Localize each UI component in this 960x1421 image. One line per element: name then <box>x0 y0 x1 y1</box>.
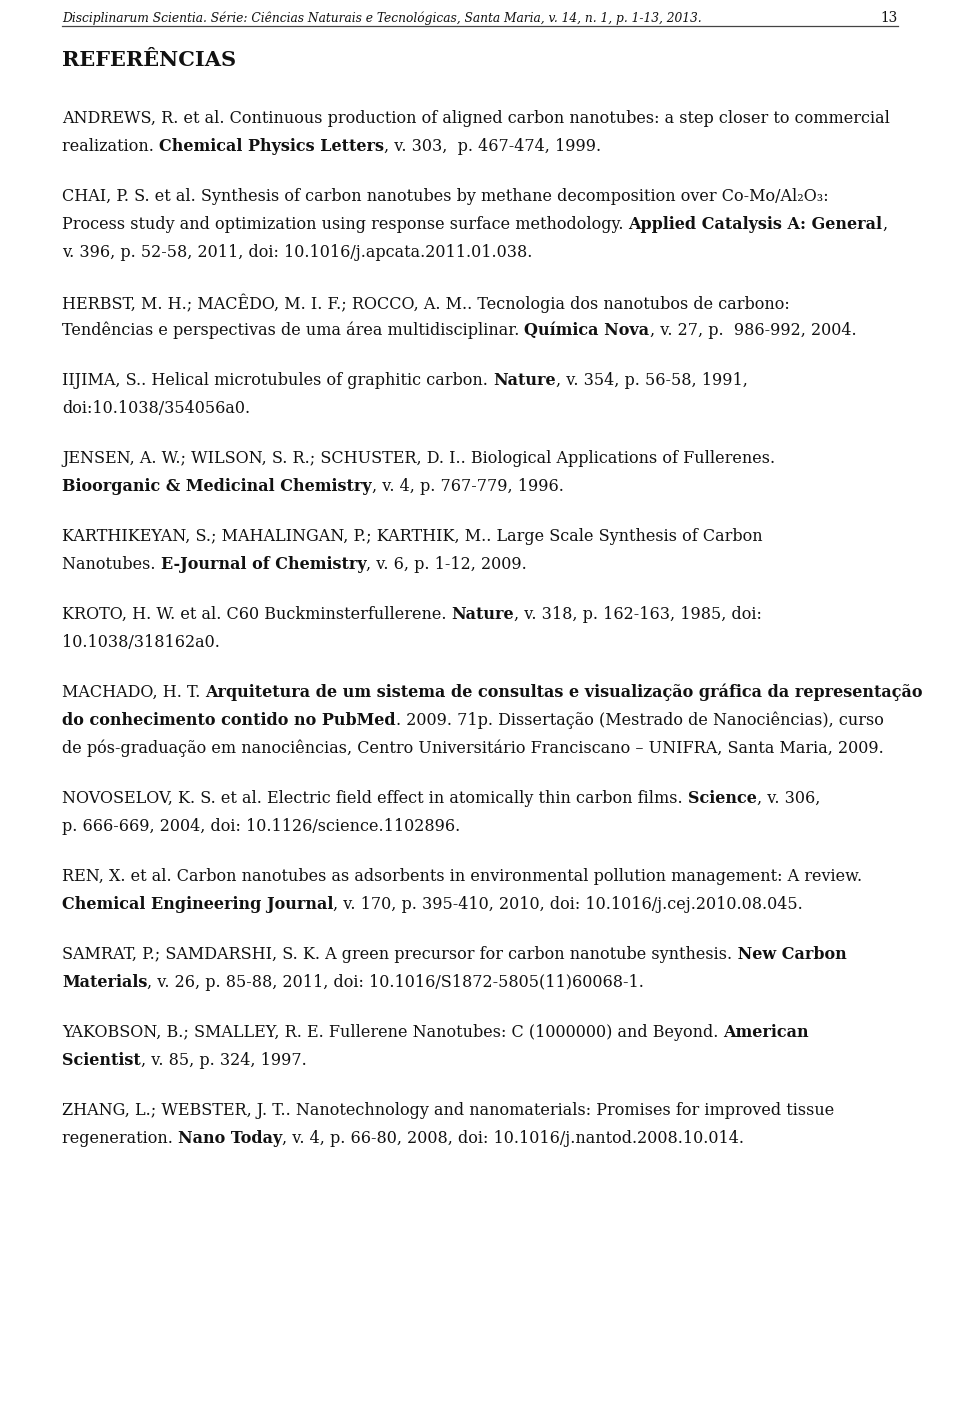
Text: 10.1038/318162a0.: 10.1038/318162a0. <box>62 634 220 651</box>
Text: , v. 26, p. 85-88, 2011, doi: 10.1016/S1872-5805(11)60068-1.: , v. 26, p. 85-88, 2011, doi: 10.1016/S1… <box>148 973 644 990</box>
Text: doi:10.1038/354056a0.: doi:10.1038/354056a0. <box>62 399 251 416</box>
Text: MACHADO, H. T.: MACHADO, H. T. <box>62 684 205 701</box>
Text: , v. 354, p. 56-58, 1991,: , v. 354, p. 56-58, 1991, <box>556 372 748 389</box>
Text: do conhecimento contido no PubMed: do conhecimento contido no PubMed <box>62 712 396 729</box>
Text: , v. 85, p. 324, 1997.: , v. 85, p. 324, 1997. <box>141 1052 306 1069</box>
Text: , v. 27, p.  986-992, 2004.: , v. 27, p. 986-992, 2004. <box>650 323 856 340</box>
Text: ANDREWS, R. et al. Continuous production of aligned carbon nanotubes: a step clo: ANDREWS, R. et al. Continuous production… <box>62 109 890 126</box>
Text: 13: 13 <box>880 11 898 26</box>
Text: . 2009. 71p. Dissertação (Mestrado de Nanociências), curso: . 2009. 71p. Dissertação (Mestrado de Na… <box>396 712 883 729</box>
Text: p. 666-669, 2004, doi: 10.1126/science.1102896.: p. 666-669, 2004, doi: 10.1126/science.1… <box>62 818 460 836</box>
Text: YAKOBSON, B.; SMALLEY, R. E. Fullerene Nanotubes: C (1000000) and Beyond.: YAKOBSON, B.; SMALLEY, R. E. Fullerene N… <box>62 1025 724 1042</box>
Text: Process study and optimization using response surface methodology.: Process study and optimization using res… <box>62 216 629 233</box>
Text: KROTO, H. W. et al. C60 Buckminsterfullerene.: KROTO, H. W. et al. C60 Buckminsterfulle… <box>62 605 451 622</box>
Text: IIJIMA, S.. Helical microtubules of graphitic carbon.: IIJIMA, S.. Helical microtubules of grap… <box>62 372 493 389</box>
Text: REFERÊNCIAS: REFERÊNCIAS <box>62 50 236 70</box>
Text: Nature: Nature <box>451 605 515 622</box>
Text: Nanotubes.: Nanotubes. <box>62 556 160 573</box>
Text: Chemical Physics Letters: Chemical Physics Letters <box>159 138 384 155</box>
Text: , v. 170, p. 395-410, 2010, doi: 10.1016/j.cej.2010.08.045.: , v. 170, p. 395-410, 2010, doi: 10.1016… <box>333 897 804 914</box>
Text: , v. 318, p. 162-163, 1985, doi:: , v. 318, p. 162-163, 1985, doi: <box>515 605 762 622</box>
Text: realization.: realization. <box>62 138 159 155</box>
Text: Química Nova: Química Nova <box>524 323 650 340</box>
Text: Chemical Engineering Journal: Chemical Engineering Journal <box>62 897 333 914</box>
Text: , v. 6, p. 1-12, 2009.: , v. 6, p. 1-12, 2009. <box>367 556 527 573</box>
Text: Disciplinarum Scientia. Série: Ciências Naturais e Tecnológicas, Santa Maria, v.: Disciplinarum Scientia. Série: Ciências … <box>62 11 702 26</box>
Text: American: American <box>724 1025 809 1042</box>
Text: de pós-graduação em nanociências, Centro Universitário Franciscano – UNIFRA, San: de pós-graduação em nanociências, Centro… <box>62 740 884 757</box>
Text: Scientist: Scientist <box>62 1052 141 1069</box>
Text: v. 396, p. 52-58, 2011, doi: 10.1016/j.apcata.2011.01.038.: v. 396, p. 52-58, 2011, doi: 10.1016/j.a… <box>62 244 533 261</box>
Text: regeneration.: regeneration. <box>62 1130 178 1147</box>
Text: , v. 306,: , v. 306, <box>756 790 820 807</box>
Text: REN, X. et al. Carbon nanotubes as adsorbents in environmental pollution managem: REN, X. et al. Carbon nanotubes as adsor… <box>62 868 862 885</box>
Text: Tendências e perspectivas de uma área multidisciplinar.: Tendências e perspectivas de uma área mu… <box>62 323 524 340</box>
Text: Arquitetura de um sistema de consultas e visualização gráfica da representação: Arquitetura de um sistema de consultas e… <box>205 684 923 702</box>
Text: ,: , <box>882 216 888 233</box>
Text: Nature: Nature <box>493 372 556 389</box>
Text: Nano Today: Nano Today <box>178 1130 282 1147</box>
Text: Bioorganic & Medicinal Chemistry: Bioorganic & Medicinal Chemistry <box>62 477 372 495</box>
Text: HERBST, M. H.; MACÊDO, M. I. F.; ROCCO, A. M.. Tecnologia dos nanotubos de carbo: HERBST, M. H.; MACÊDO, M. I. F.; ROCCO, … <box>62 294 790 314</box>
Text: E-Journal of Chemistry: E-Journal of Chemistry <box>160 556 367 573</box>
Text: SAMRAT, P.; SAMDARSHI, S. K. A green precursor for carbon nanotube synthesis.: SAMRAT, P.; SAMDARSHI, S. K. A green pre… <box>62 946 732 963</box>
Text: CHAI, P. S. et al. Synthesis of carbon nanotubes by methane decomposition over C: CHAI, P. S. et al. Synthesis of carbon n… <box>62 188 828 205</box>
Text: Applied Catalysis A: General: Applied Catalysis A: General <box>629 216 882 233</box>
Text: , v. 4, p. 66-80, 2008, doi: 10.1016/j.nantod.2008.10.014.: , v. 4, p. 66-80, 2008, doi: 10.1016/j.n… <box>282 1130 744 1147</box>
Text: KARTHIKEYAN, S.; MAHALINGAN, P.; KARTHIK, M.. Large Scale Synthesis of Carbon: KARTHIKEYAN, S.; MAHALINGAN, P.; KARTHIK… <box>62 529 762 546</box>
Text: JENSEN, A. W.; WILSON, S. R.; SCHUSTER, D. I.. Biological Applications of Fuller: JENSEN, A. W.; WILSON, S. R.; SCHUSTER, … <box>62 450 775 468</box>
Text: New Carbon: New Carbon <box>732 946 847 963</box>
Text: ZHANG, L.; WEBSTER, J. T.. Nanotechnology and nanomaterials: Promises for improv: ZHANG, L.; WEBSTER, J. T.. Nanotechnolog… <box>62 1103 834 1118</box>
Text: NOVOSELOV, K. S. et al. Electric field effect in atomically thin carbon films.: NOVOSELOV, K. S. et al. Electric field e… <box>62 790 687 807</box>
Text: , v. 4, p. 767-779, 1996.: , v. 4, p. 767-779, 1996. <box>372 477 564 495</box>
Text: Materials: Materials <box>62 973 148 990</box>
Text: Science: Science <box>687 790 756 807</box>
Text: , v. 303,  p. 467-474, 1999.: , v. 303, p. 467-474, 1999. <box>384 138 601 155</box>
